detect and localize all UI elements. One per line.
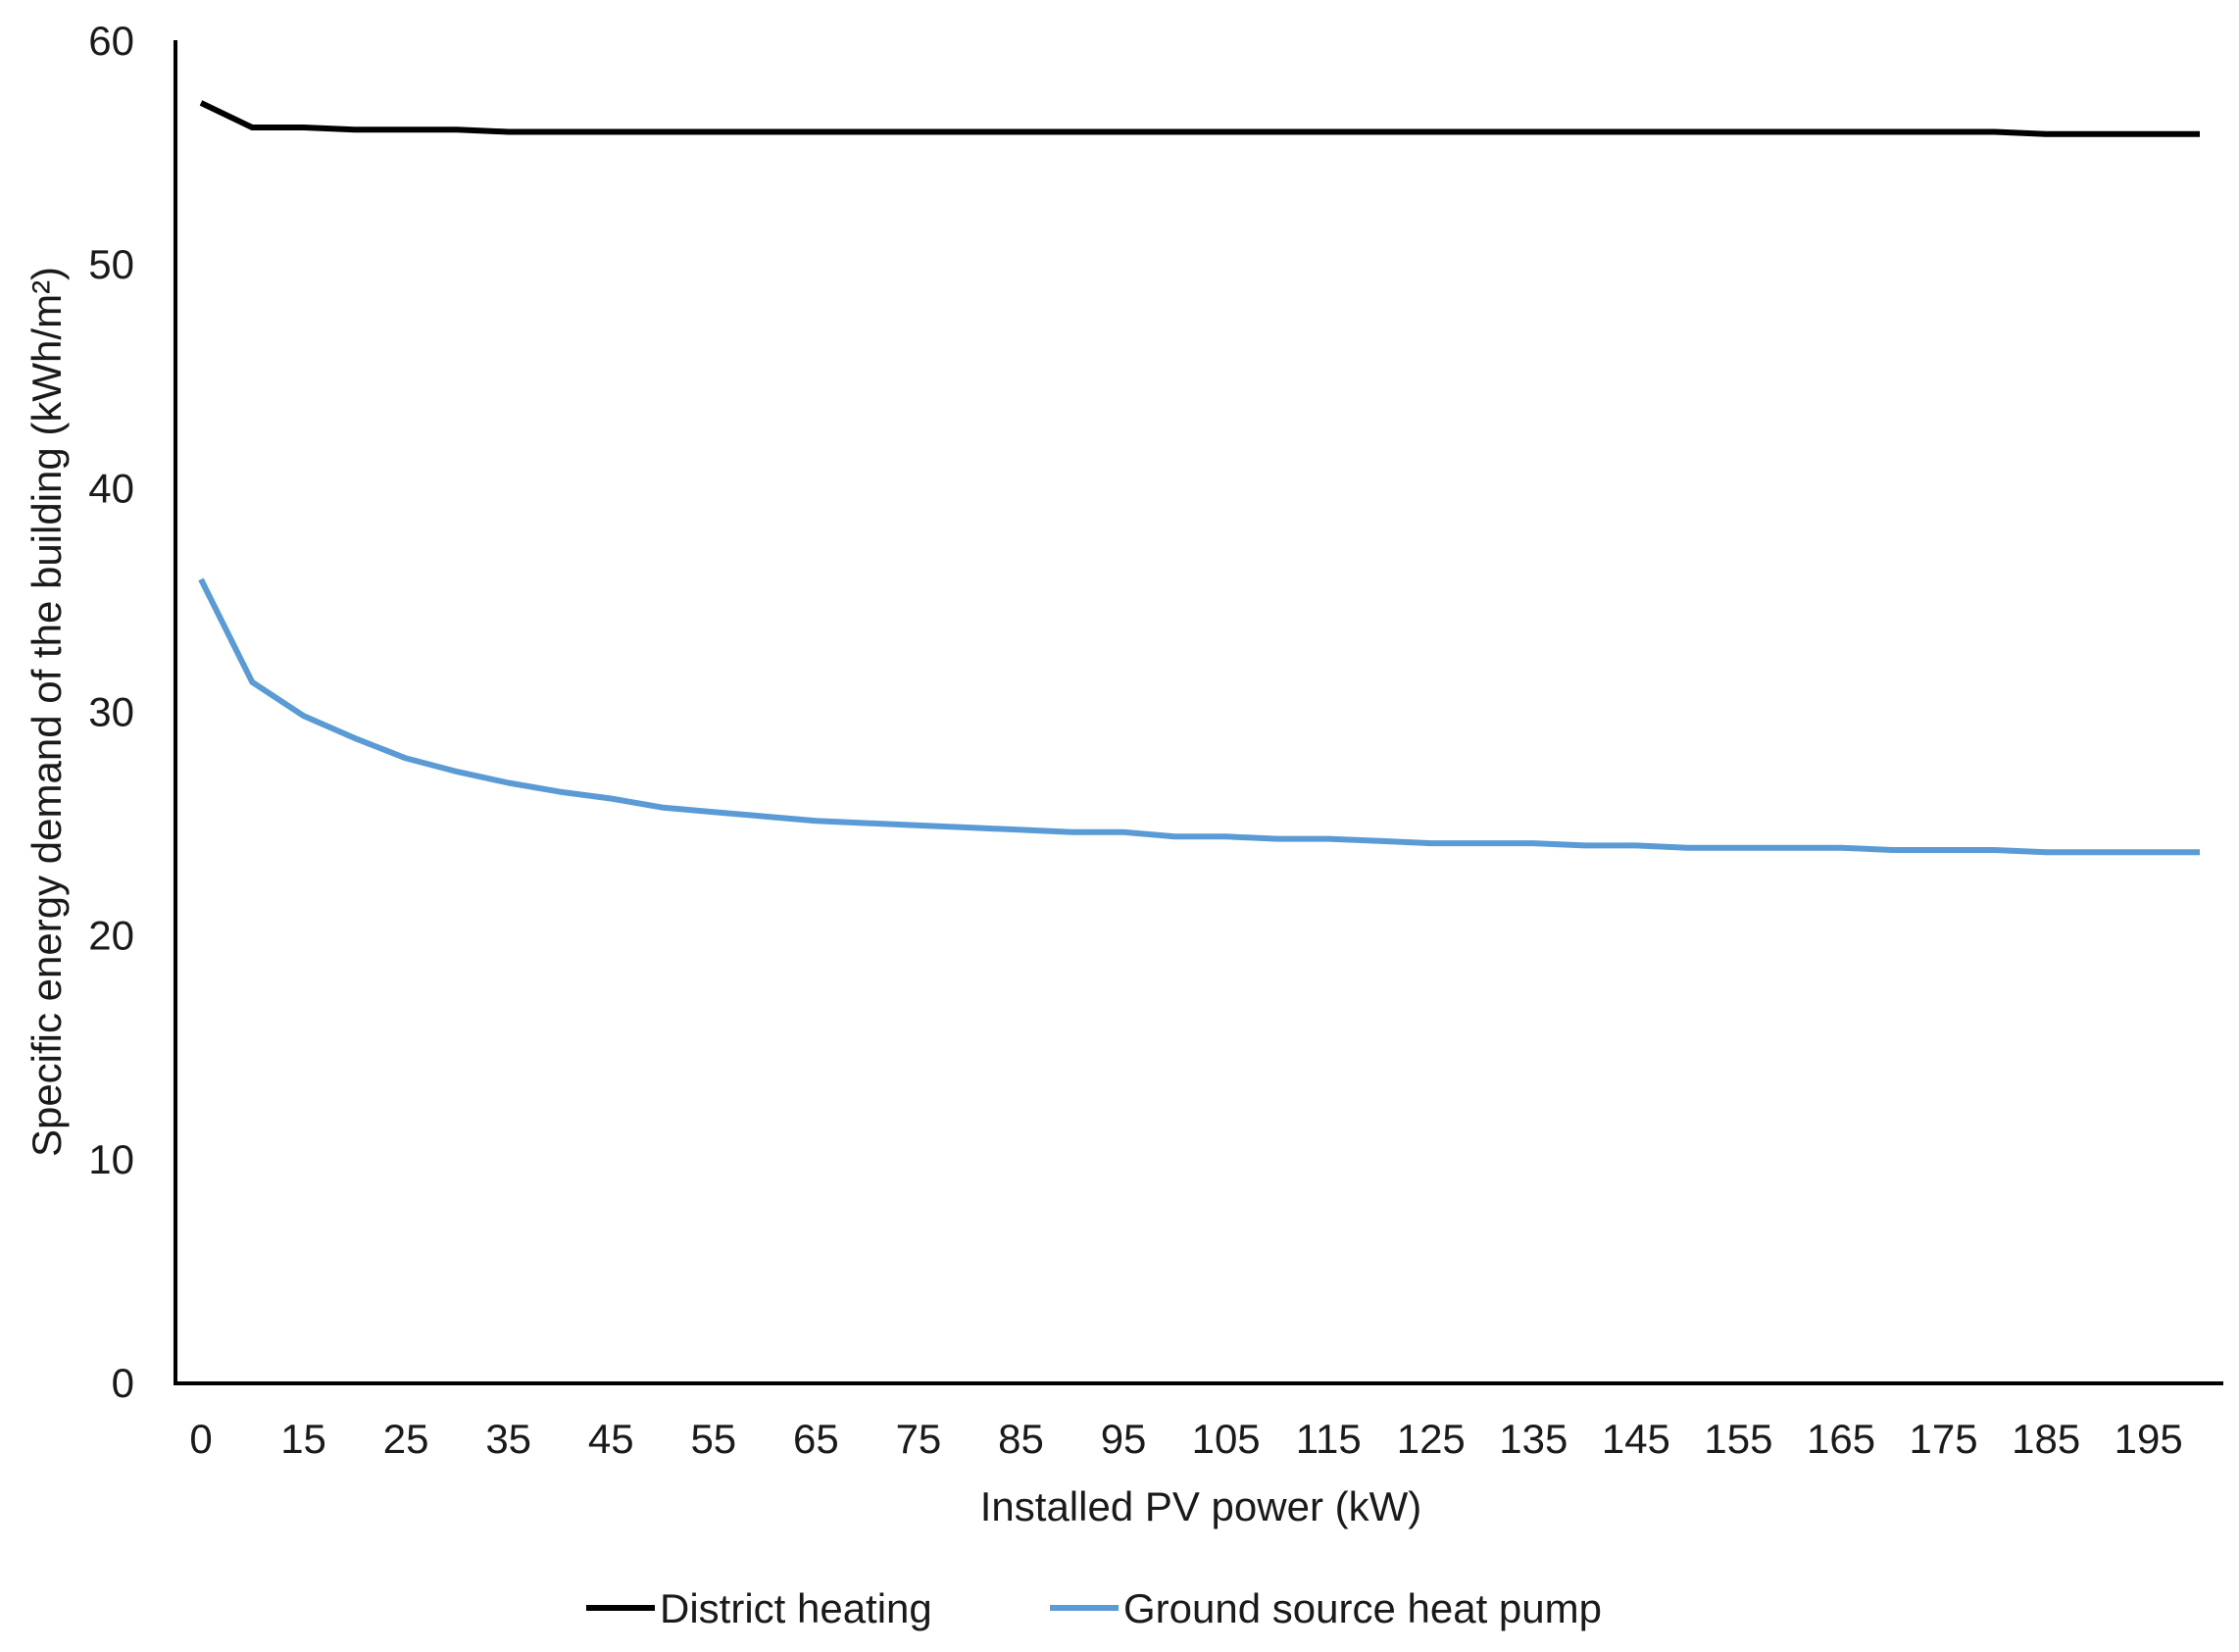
x-tick-label: 165 bbox=[1807, 1416, 1875, 1462]
y-tick-label: 40 bbox=[88, 465, 134, 511]
x-tick-label: 65 bbox=[793, 1416, 839, 1462]
x-tick-label: 155 bbox=[1704, 1416, 1772, 1462]
x-tick-label: 175 bbox=[1910, 1416, 1978, 1462]
x-tick-label: 125 bbox=[1397, 1416, 1466, 1462]
x-tick-label: 195 bbox=[2115, 1416, 2183, 1462]
y-tick-label: 20 bbox=[88, 913, 134, 959]
x-tick-label: 35 bbox=[485, 1416, 531, 1462]
x-tick-label: 95 bbox=[1101, 1416, 1147, 1462]
legend-label-district-heating: District heating bbox=[660, 1585, 932, 1631]
legend-label-ground-source-heat-pump: Ground source heat pump bbox=[1123, 1585, 1602, 1631]
series-line-district-heating bbox=[199, 100, 2200, 137]
y-tick-label: 10 bbox=[88, 1136, 134, 1182]
x-tick-label: 55 bbox=[690, 1416, 736, 1462]
x-tick-label: 145 bbox=[1602, 1416, 1670, 1462]
x-tick-label: 105 bbox=[1192, 1416, 1261, 1462]
y-tick-label: 0 bbox=[112, 1360, 134, 1406]
y-tick-label: 30 bbox=[88, 689, 134, 735]
series-line-ground-source-heat-pump bbox=[198, 577, 2200, 856]
series-lines bbox=[198, 100, 2201, 856]
x-tick-label: 185 bbox=[2012, 1416, 2080, 1462]
x-tick-label: 45 bbox=[588, 1416, 634, 1462]
x-tick-label: 85 bbox=[998, 1416, 1044, 1462]
legend: District heating Ground source heat pump bbox=[586, 1585, 1602, 1631]
y-tick-label: 60 bbox=[88, 18, 134, 64]
x-axis-label: Installed PV power (kW) bbox=[980, 1483, 1421, 1529]
x-tick-label: 0 bbox=[189, 1416, 212, 1462]
x-tick-label: 75 bbox=[896, 1416, 942, 1462]
y-tick-label: 50 bbox=[88, 241, 134, 287]
y-axis-label: Specific energy demand of the building (… bbox=[24, 267, 70, 1157]
y-tick-labels: 0 10 20 30 40 50 60 bbox=[88, 18, 134, 1406]
x-tick-label: 135 bbox=[1499, 1416, 1567, 1462]
x-tick-label: 15 bbox=[280, 1416, 326, 1462]
x-tick-label: 115 bbox=[1296, 1416, 1362, 1462]
x-tick-labels: 0 15 25 35 45 55 65 75 85 95 105 115 125 135 145 155 165… bbox=[189, 1416, 2182, 1462]
x-tick-label: 25 bbox=[383, 1416, 429, 1462]
